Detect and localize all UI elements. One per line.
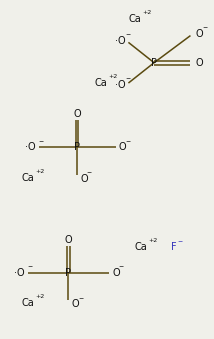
Text: −: − [27, 263, 33, 268]
Text: −: − [125, 75, 131, 80]
Text: O: O [196, 29, 204, 39]
Text: O: O [73, 109, 81, 119]
Text: ·O: ·O [25, 142, 35, 153]
Text: −: − [125, 31, 131, 36]
Text: ·O: ·O [14, 268, 25, 278]
Text: O: O [72, 299, 79, 309]
Text: −: − [119, 263, 124, 268]
Text: O: O [80, 174, 88, 184]
Text: Ca: Ca [94, 78, 107, 88]
Text: Ca: Ca [21, 298, 34, 308]
Text: ·O: ·O [114, 80, 125, 90]
Text: −: − [87, 170, 92, 175]
Text: O: O [65, 235, 72, 245]
Text: O: O [196, 58, 204, 68]
Text: Ca: Ca [128, 14, 141, 24]
Text: −: − [78, 295, 83, 300]
Text: P: P [65, 268, 71, 278]
Text: O: O [119, 142, 126, 153]
Text: −: − [38, 138, 43, 143]
Text: −: − [125, 138, 131, 143]
Text: −: − [202, 24, 208, 29]
Text: −: − [177, 238, 183, 243]
Text: O: O [112, 268, 120, 278]
Text: +2: +2 [35, 169, 45, 174]
Text: +2: +2 [149, 238, 158, 243]
Text: Ca: Ca [135, 242, 148, 253]
Text: P: P [74, 142, 80, 153]
Text: +2: +2 [108, 74, 117, 79]
Text: F: F [171, 242, 177, 253]
Text: +2: +2 [142, 9, 152, 15]
Text: Ca: Ca [21, 173, 34, 183]
Text: +2: +2 [35, 294, 45, 299]
Text: ·O: ·O [114, 36, 125, 46]
Text: P: P [151, 58, 157, 68]
